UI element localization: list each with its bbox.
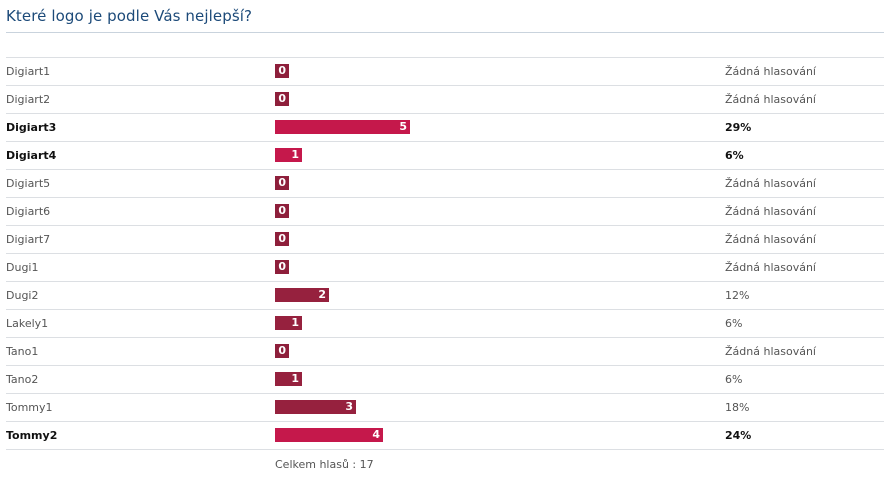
poll-option-row: Lakely1 1 6% [6,310,884,338]
option-label: Dugi1 [6,261,39,274]
poll-options-list: Digiart1 0 Žádná hlasování Digiart2 0 Žádná h… [6,57,884,450]
vote-percent: 24% [725,429,752,442]
vote-percent: Žádná hlasování [725,345,816,358]
poll-option-row: Digiart1 0 Žádná hlasování [6,58,884,86]
vote-bar: 0 [275,176,289,190]
title-divider [6,32,884,33]
option-label: Digiart6 [6,205,51,218]
vote-percent: 6% [725,149,744,162]
vote-bar: 4 [275,428,383,442]
vote-bar: 2 [275,288,329,302]
option-label: Digiart5 [6,177,51,190]
poll-option-row: Tano1 0 Žádná hlasování [6,338,884,366]
option-label: Digiart4 [6,149,57,162]
vote-bar: 0 [275,232,289,246]
poll-option-row: Tommy1 3 18% [6,394,884,422]
option-label: Tommy1 [6,401,53,414]
poll-title: Které logo je podle Vás nejlepší? [6,7,253,25]
option-label: Tano2 [6,373,39,386]
vote-bar: 3 [275,400,356,414]
vote-percent: Žádná hlasování [725,93,816,106]
vote-percent: 12% [725,289,750,302]
vote-percent: Žádná hlasování [725,177,816,190]
poll-option-row: Tommy2 4 24% [6,422,884,450]
option-label: Digiart2 [6,93,51,106]
vote-bar: 0 [275,64,289,78]
poll-option-row: Tano2 1 6% [6,366,884,394]
option-label: Dugi2 [6,289,39,302]
vote-percent: 18% [725,401,750,414]
poll-option-row: Digiart4 1 6% [6,142,884,170]
option-label: Lakely1 [6,317,49,330]
vote-bar: 1 [275,316,302,330]
poll-option-row: Digiart3 5 29% [6,114,884,142]
vote-bar: 1 [275,372,302,386]
option-label: Tommy2 [6,429,58,442]
vote-percent: 29% [725,121,752,134]
vote-bar: 5 [275,120,410,134]
vote-bar: 0 [275,92,289,106]
vote-bar: 0 [275,204,289,218]
poll-option-row: Digiart7 0 Žádná hlasování [6,226,884,254]
vote-percent: Žádná hlasování [725,261,816,274]
poll-option-row: Dugi2 2 12% [6,282,884,310]
option-label: Tano1 [6,345,39,358]
poll-option-row: Digiart2 0 Žádná hlasování [6,86,884,114]
option-label: Digiart7 [6,233,51,246]
poll-option-row: Dugi1 0 Žádná hlasování [6,254,884,282]
vote-percent: 6% [725,373,743,386]
vote-percent: Žádná hlasování [725,65,816,78]
total-votes: Celkem hlasů : 17 [275,458,374,471]
poll-option-row: Digiart6 0 Žádná hlasování [6,198,884,226]
vote-bar: 0 [275,344,289,358]
vote-bar: 0 [275,260,289,274]
option-label: Digiart3 [6,121,57,134]
poll-option-row: Digiart5 0 Žádná hlasování [6,170,884,198]
vote-bar: 1 [275,148,302,162]
option-label: Digiart1 [6,65,51,78]
vote-percent: Žádná hlasování [725,233,816,246]
vote-percent: 6% [725,317,743,330]
vote-percent: Žádná hlasování [725,205,816,218]
